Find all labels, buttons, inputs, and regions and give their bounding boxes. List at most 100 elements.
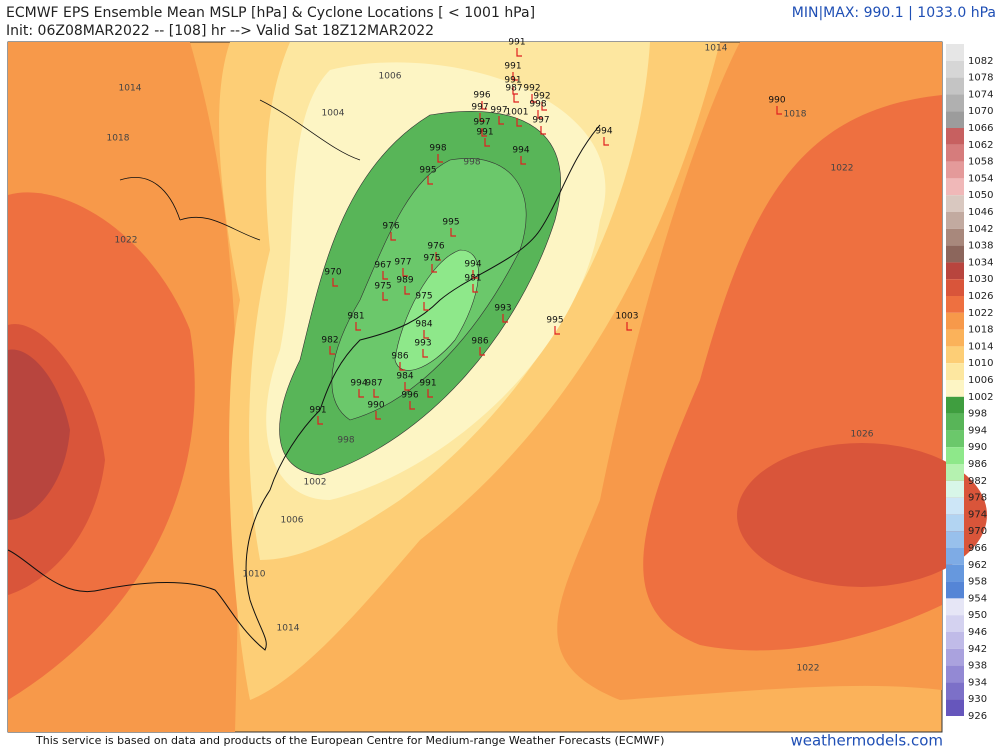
colorbar-label: 1042 — [968, 224, 993, 235]
cyclone-value: 995 — [442, 218, 459, 228]
site-link[interactable]: weathermodels.com — [790, 732, 943, 750]
cyclone-marker — [531, 94, 537, 103]
cyclone-value: 994 — [512, 146, 529, 156]
colorbar-swatch — [946, 94, 964, 112]
cyclone-value: 967 — [374, 261, 391, 271]
map — [7, 41, 987, 733]
cyclone-value: 991 — [476, 128, 493, 138]
colorbar-swatch — [946, 632, 964, 649]
colorbar-label: 1082 — [968, 56, 993, 67]
cyclone-marker — [516, 48, 522, 57]
cyclone-value: 992 — [533, 92, 550, 102]
colorbar-swatch — [946, 497, 964, 515]
cyclone-value: 991 — [508, 38, 525, 48]
min-max: MIN|MAX: 990.1 | 1033.0 hPa — [792, 5, 996, 21]
colorbar-label: 946 — [968, 627, 987, 638]
cyclone-value: 987 — [365, 379, 382, 389]
cyclone-value: 996 — [473, 91, 490, 101]
cyclone-marker — [423, 302, 429, 311]
cyclone-value: 976 — [427, 242, 444, 252]
colorbar-swatch — [946, 44, 964, 61]
colorbar-swatch — [946, 128, 964, 145]
cyclone-value: 998 — [529, 100, 546, 110]
cyclone-marker — [512, 72, 518, 81]
cyclone-marker — [427, 389, 433, 398]
isobar-label: 1022 — [115, 236, 138, 246]
cyclone-marker — [537, 110, 543, 119]
isobar-label: 1026 — [851, 430, 874, 440]
coastline — [7, 124, 601, 651]
colorbar-swatch — [946, 329, 964, 347]
colorbar-swatch — [946, 144, 964, 162]
colorbar-swatch — [946, 598, 964, 616]
colorbar-label: 942 — [968, 644, 987, 655]
cyclone-marker — [332, 278, 338, 287]
colorbar-label: 930 — [968, 694, 987, 705]
cyclone-value: 1003 — [616, 312, 639, 322]
colorbar-swatch — [946, 380, 964, 397]
isobar-label: 1014 — [277, 624, 300, 634]
cyclone-value: 997 — [532, 116, 549, 126]
isobar-label: 1018 — [784, 110, 807, 120]
cyclone-marker — [382, 271, 388, 280]
cyclone-value: 987 — [505, 84, 522, 94]
isobar-label: 1022 — [831, 164, 854, 174]
colorbar-swatch — [946, 464, 964, 481]
cyclone-marker — [409, 401, 415, 410]
colorbar-swatch — [946, 648, 964, 666]
cyclone-marker — [502, 314, 508, 323]
colorbar-swatch — [946, 615, 964, 632]
isobar-label: 1018 — [107, 134, 130, 144]
colorbar-label: 990 — [968, 442, 987, 453]
colorbar-label: 1046 — [968, 207, 993, 218]
isobar-label: 1004 — [322, 109, 345, 119]
cyclone-marker — [554, 326, 560, 335]
cyclone-value: 995 — [419, 166, 436, 176]
colorbar-label: 994 — [968, 425, 987, 436]
cyclone-marker — [404, 382, 410, 391]
cyclone-marker — [484, 138, 490, 147]
colorbar-swatch — [946, 396, 964, 414]
cyclone-value: 995 — [546, 316, 563, 326]
cyclone-marker — [373, 389, 379, 398]
cyclone-marker — [498, 116, 504, 125]
cyclone-value: 996 — [401, 391, 418, 401]
footer-notice: This service is based on data and produc… — [35, 734, 664, 747]
colorbar-label: 950 — [968, 610, 987, 621]
cyclone-value: 993 — [494, 304, 511, 314]
colorbar-label: 1066 — [968, 123, 993, 134]
colorbar-swatch — [946, 195, 964, 212]
cyclone-marker — [472, 284, 478, 293]
colorbar-label: 1078 — [968, 73, 993, 84]
cyclone-value: 990 — [367, 401, 384, 411]
cyclone-marker — [427, 176, 433, 185]
cyclone-value: 970 — [324, 268, 341, 278]
isobar-label: 1006 — [379, 72, 402, 82]
cyclone-marker — [404, 286, 410, 295]
colorbar-label: 982 — [968, 476, 987, 487]
init-time: Init: 06Z08MAR2022 -- [108] hr --> Valid… — [6, 23, 434, 39]
cyclone-marker — [479, 113, 485, 122]
colorbar-swatch — [946, 531, 964, 548]
cyclone-marker — [512, 86, 518, 95]
isobar-label: 1010 — [243, 570, 266, 580]
colorbar-swatch — [946, 212, 964, 229]
colorbar-label: 974 — [968, 509, 987, 520]
cyclone-value: 982 — [321, 336, 338, 346]
colorbar-swatch — [946, 346, 964, 364]
cyclone-marker — [358, 389, 364, 398]
isobar-label: 1014 — [705, 44, 728, 54]
colorbar-swatch — [946, 413, 964, 431]
colorbar-swatch — [946, 564, 964, 582]
colorbar-label: 1070 — [968, 106, 993, 117]
isobar-region — [394, 249, 479, 371]
isobar-region — [8, 349, 70, 520]
colorbar-swatch — [946, 447, 964, 464]
colorbar-swatch — [946, 514, 964, 532]
isobar-label: 1006 — [281, 516, 304, 526]
colorbar-swatch — [946, 60, 964, 78]
colorbar-swatch — [946, 363, 964, 380]
colorbar: 1082 1078 1074 1070 1066 1062 1058 1054 1050 1046… — [946, 44, 993, 722]
colorbar-swatch — [946, 699, 964, 716]
colorbar-swatch — [946, 178, 964, 196]
